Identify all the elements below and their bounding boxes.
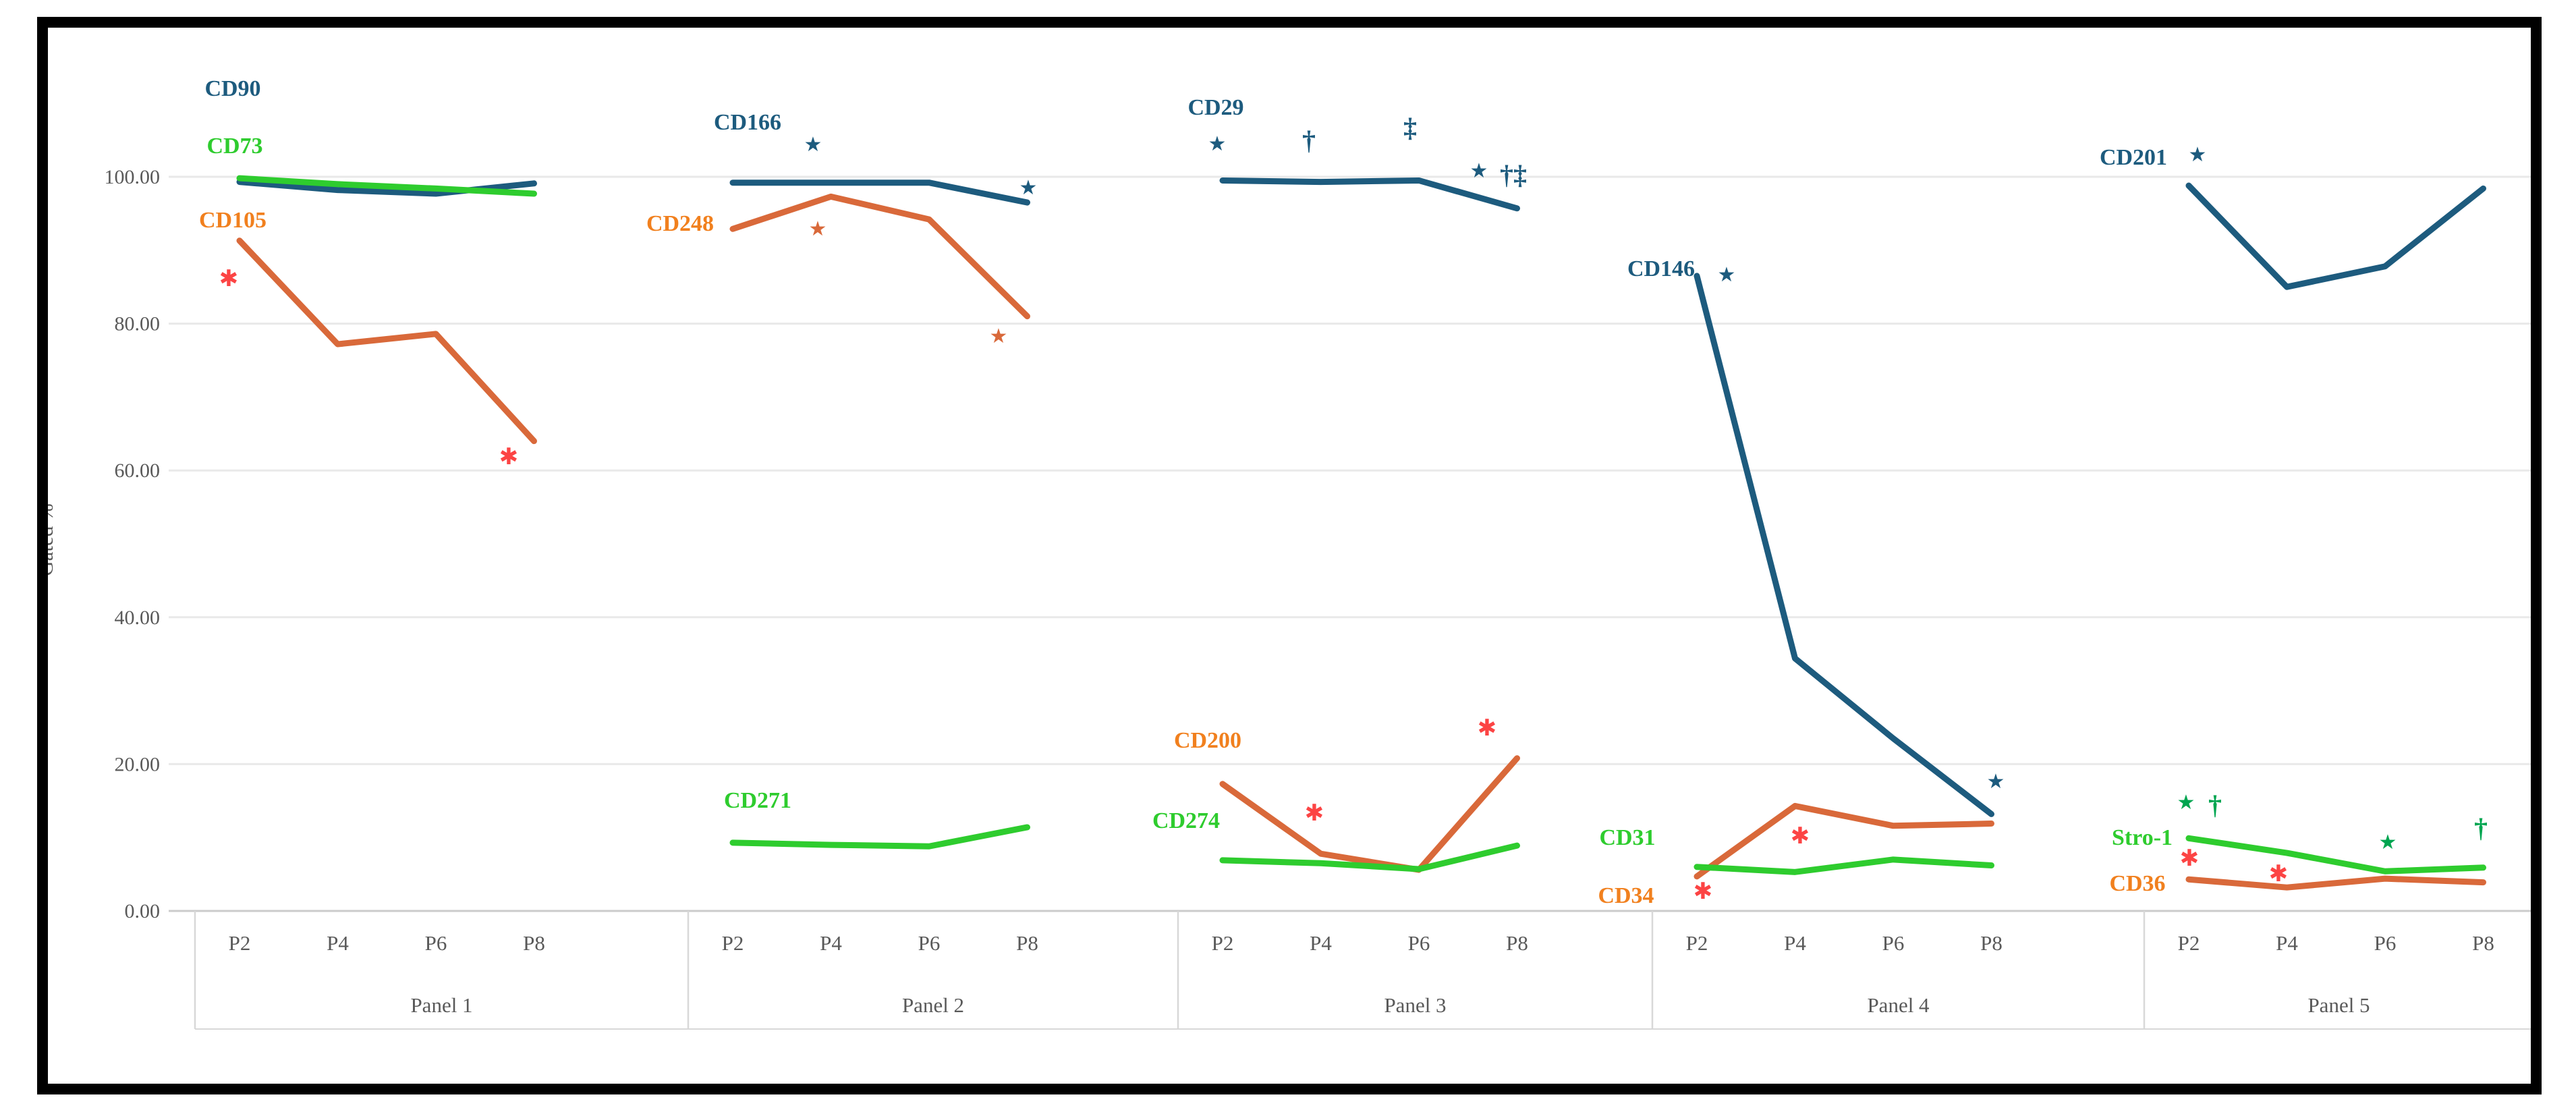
- y-tick-label: 0.00: [125, 900, 161, 922]
- significance-mark: †: [2474, 812, 2488, 843]
- series-line-CD146: [1693, 273, 1994, 817]
- x-category-label: P8: [1980, 931, 2003, 955]
- x-category-label: P6: [425, 931, 447, 955]
- series-line-CD248: [729, 193, 1030, 320]
- x-category-label: P8: [2472, 931, 2494, 955]
- significance-mark: †: [2208, 789, 2222, 820]
- panel-label: Panel 4: [1867, 993, 1930, 1017]
- series-line-CD200: [1219, 755, 1520, 873]
- x-category-label: P6: [1408, 931, 1430, 955]
- series-line-CD105: [236, 238, 537, 445]
- significance-mark: ★: [809, 217, 827, 241]
- x-category-label: P2: [229, 931, 251, 955]
- significance-mark: ✱: [1693, 878, 1713, 905]
- y-tick-label: 20.00: [115, 753, 161, 775]
- x-category-label: P4: [820, 931, 842, 955]
- significance-mark: ★: [1019, 176, 1038, 200]
- x-category-label: P4: [1784, 931, 1806, 955]
- series-label-CD200: CD200: [1174, 728, 1241, 753]
- panel-label: Panel 1: [410, 993, 472, 1017]
- x-category-label: P8: [1506, 931, 1528, 955]
- significance-mark: ★: [1987, 770, 2005, 794]
- series-line-CD201: [2185, 182, 2486, 290]
- significance-mark: ✱: [2269, 860, 2289, 887]
- series-label-CD271: CD271: [724, 788, 791, 813]
- y-tick-label: 40.00: [115, 607, 161, 629]
- series-line-CD29: [1219, 177, 1520, 212]
- series-label-CD73: CD73: [206, 134, 262, 159]
- series-label-CD31: CD31: [1599, 825, 1655, 850]
- significance-mark: †: [1302, 125, 1316, 155]
- x-category-label: P2: [1686, 931, 1708, 955]
- significance-mark: ★: [1470, 159, 1488, 183]
- significance-mark: ✱: [499, 443, 519, 470]
- series-line-CD34: [1693, 802, 1994, 880]
- series-label-CD166: CD166: [714, 110, 781, 135]
- x-category-label: P4: [1310, 931, 1332, 955]
- significance-mark: ✱: [2180, 845, 2200, 872]
- significance-mark: ★: [1208, 132, 1227, 156]
- significance-mark: ✱: [219, 265, 239, 292]
- x-category-label: P4: [327, 931, 349, 955]
- series-label-CD34: CD34: [1598, 883, 1654, 908]
- x-category-label: P6: [2374, 931, 2397, 955]
- significance-mark: ★: [2379, 831, 2397, 854]
- x-category-label: P2: [722, 931, 744, 955]
- series-label-CD105: CD105: [199, 208, 267, 233]
- significance-mark: ✱: [1305, 800, 1324, 827]
- series-line-CD271: [729, 824, 1030, 850]
- significance-mark: ★: [2177, 791, 2195, 814]
- significance-mark: ✱: [1791, 823, 1810, 850]
- y-tick-label: 80.00: [115, 313, 161, 335]
- figure-border: [37, 17, 2542, 1094]
- series-label-CD274: CD274: [1152, 808, 1220, 833]
- significance-mark: †‡: [1500, 159, 1527, 190]
- series-line-CD73: [236, 175, 537, 197]
- y-tick-label: 100.00: [105, 166, 161, 188]
- x-category-label: P8: [1016, 931, 1038, 955]
- x-category-label: P6: [918, 931, 941, 955]
- significance-mark: ✱: [1478, 715, 1497, 742]
- series-label-CD248: CD248: [646, 211, 714, 236]
- x-category-label: P4: [2276, 931, 2298, 955]
- x-category-label: P6: [1882, 931, 1905, 955]
- significance-mark: ‡: [1403, 112, 1417, 142]
- series-line-CD31: [1693, 856, 1994, 875]
- significance-mark: ★: [1718, 263, 1736, 287]
- series-label-CD146: CD146: [1627, 256, 1695, 281]
- series-label-CD29: CD29: [1187, 95, 1243, 120]
- panel-label: Panel 5: [2307, 993, 2370, 1017]
- x-category-label: P2: [1212, 931, 1234, 955]
- series-label-CD201: CD201: [2100, 145, 2167, 170]
- series-label-CD90: CD90: [204, 76, 260, 101]
- series-label-CD36: CD36: [2109, 871, 2165, 896]
- series-line-Stro-1: [2185, 835, 2486, 875]
- x-category-label: P2: [2178, 931, 2200, 955]
- series-label-Stro-1: Stro-1: [2112, 825, 2173, 850]
- y-tick-label: 60.00: [115, 460, 161, 482]
- series-line-CD166: [729, 179, 1030, 206]
- series-line-CD36: [2185, 875, 2486, 891]
- significance-mark: ★: [990, 325, 1008, 348]
- panel-label: Panel 2: [902, 993, 964, 1017]
- series-line-CD274: [1219, 842, 1520, 872]
- significance-mark: ★: [804, 133, 822, 157]
- panel-label: Panel 3: [1384, 993, 1446, 1017]
- x-category-label: P8: [523, 931, 545, 955]
- significance-mark: ★: [2189, 143, 2207, 167]
